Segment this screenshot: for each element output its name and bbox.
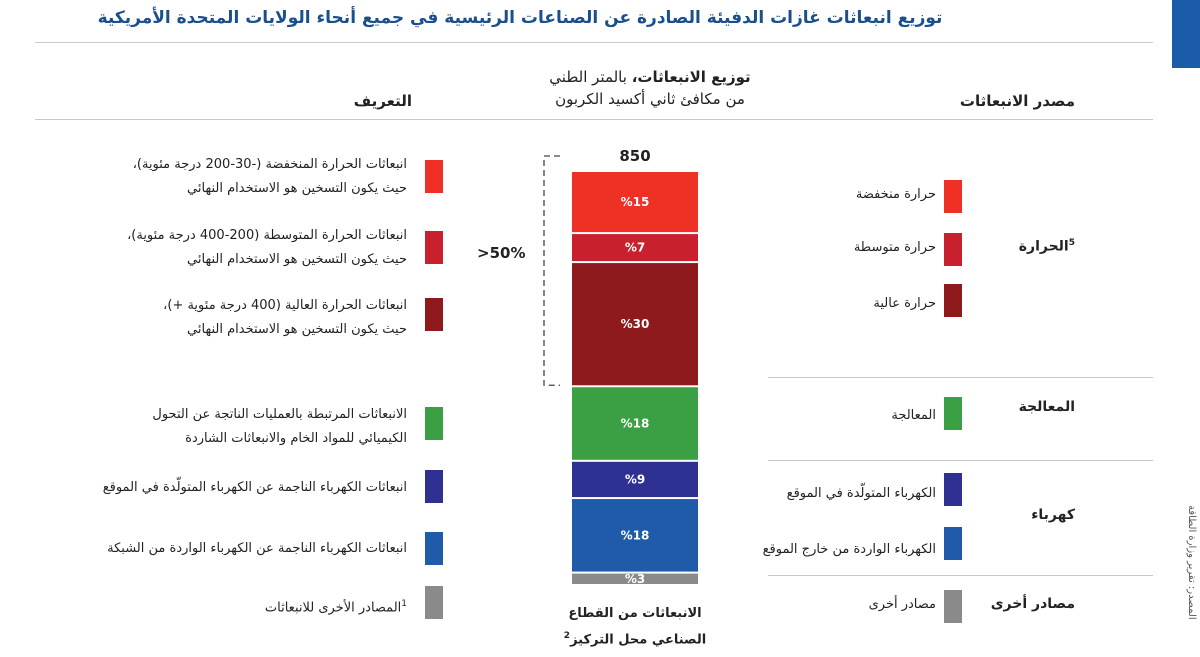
- header-divider: [35, 119, 1153, 120]
- group-divider: [768, 460, 1153, 461]
- chart-title: توزيع انبعاثات غازات الدفيئة الصادرة عن …: [97, 8, 943, 28]
- definition-swatch-high-heat: [425, 298, 443, 331]
- header-distribution: توزيع الانبعاثات، بالمتر الطني من مكافئ …: [500, 66, 800, 110]
- definition-line: انبعاثات الحرارة العالية (400 درجة مئوية…: [163, 298, 407, 313]
- bar-segment-label: %18: [621, 528, 650, 542]
- group-divider: [768, 575, 1153, 576]
- bar-segment-label: %3: [625, 572, 645, 586]
- definition-line: حيث يكون التسخين هو الاستخدام النهائي: [187, 181, 407, 196]
- group-label-heat: 5الحرارة: [1019, 238, 1075, 255]
- source-note: المصدر: تقرير وزارة الطاقة: [1186, 505, 1197, 620]
- definition-other: 1المصادر الأخرى للانبعاثات: [265, 592, 407, 620]
- bar-caption-footnote: 2: [563, 631, 571, 641]
- bar-segment-medium-heat: [572, 234, 698, 262]
- definition-other-text: المصادر الأخرى للانبعاثات: [264, 600, 402, 616]
- bar-segment-onsite-power: [572, 461, 698, 498]
- definition-line: انبعاثات الحرارة المنخفضة (-30-200 درجة …: [132, 157, 407, 172]
- heat-bracket: [543, 155, 560, 386]
- legend-label-other: مصادر أخرى: [868, 597, 936, 612]
- stack-total-label: 850: [619, 147, 651, 165]
- definition-line: انبعاثات الكهرباء الناجمة عن الكهرباء ال…: [107, 541, 407, 556]
- definition-line: حيث يكون التسخين هو الاستخدام النهائي: [187, 252, 407, 267]
- group-label-electricity: كهرباء: [1031, 507, 1075, 523]
- definition-line: الانبعاثات المرتبطة بالعمليات الناتجة عن…: [152, 407, 407, 422]
- group-label-heat-footnote: 5: [1068, 238, 1075, 248]
- definition-high-heat: انبعاثات الحرارة العالية (400 درجة مئوية…: [163, 294, 407, 342]
- legend-label-onsite-power: الكهرباء المتولّدة في الموقع: [786, 486, 936, 501]
- legend-swatch-medium-heat: [944, 233, 962, 266]
- bar-segment-label: %15: [621, 195, 650, 209]
- legend-swatch-grid-power: [944, 527, 962, 560]
- definition-swatch-onsite-power: [425, 470, 443, 503]
- header-distribution-line2: من مكافئ ثاني أكسيد الكربون: [555, 90, 745, 108]
- definition-medium-heat: انبعاثات الحرارة المتوسطة (200-400 درجة …: [127, 224, 407, 272]
- bar-segment-label: %9: [625, 472, 645, 486]
- definition-line: انبعاثات الحرارة المتوسطة (200-400 درجة …: [127, 228, 407, 243]
- legend-swatch-processing: [944, 397, 962, 430]
- bar-segment-processing: [572, 387, 698, 460]
- group-divider: [768, 377, 1153, 378]
- definition-line: حيث يكون التسخين هو الاستخدام النهائي: [187, 322, 407, 337]
- bar-caption-line2: الصناعي محل التركيز: [570, 632, 707, 648]
- bar-segment-other: [572, 573, 698, 584]
- header-distribution-unit: بالمتر الطني: [549, 68, 632, 86]
- bar-segment-label: %18: [621, 417, 650, 431]
- bar-caption-line2-wrap: الصناعي محل التركيز2: [545, 625, 725, 651]
- header-definition: التعريف: [353, 92, 412, 110]
- group-label-heat-text: الحرارة: [1018, 238, 1069, 255]
- bar-segment-high-heat: [572, 263, 698, 386]
- legend-swatch-other: [944, 590, 962, 623]
- group-label-processing: المعالجة: [1018, 399, 1075, 415]
- legend-swatch-onsite-power: [944, 473, 962, 506]
- definition-line: 1المصادر الأخرى للانبعاثات: [265, 592, 407, 620]
- definition-other-footnote: 1: [401, 599, 407, 609]
- section-tab: [1172, 0, 1200, 68]
- definition-line: انبعاثات الكهرباء الناجمة عن الكهرباء ال…: [102, 480, 407, 495]
- bar-caption: الانبعاثات من القطاع الصناعي محل التركيز…: [545, 603, 725, 651]
- definition-swatch-medium-heat: [425, 231, 443, 264]
- legend-label-processing: المعالجة: [891, 408, 936, 423]
- definition-line: الكيميائي للمواد الخام والانبعاثات الشار…: [185, 431, 407, 446]
- definition-swatch-grid-power: [425, 532, 443, 565]
- definition-low-heat: انبعاثات الحرارة المنخفضة (-30-200 درجة …: [133, 153, 407, 201]
- bar-segment-label: %7: [625, 241, 645, 255]
- bar-segment-low-heat: [572, 172, 698, 233]
- legend-swatch-low-heat: [944, 180, 962, 213]
- definition-grid-power: انبعاثات الكهرباء الناجمة عن الكهرباء ال…: [107, 537, 407, 561]
- stacked-bar-chart: %15 %7 %30 %18 %9 %18 %3: [543, 155, 698, 586]
- definition-swatch-low-heat: [425, 160, 443, 193]
- bar-segment-label: %30: [621, 317, 650, 331]
- definition-swatch-processing: [425, 407, 443, 440]
- title-divider: [35, 42, 1153, 43]
- legend-label-high-heat: حرارة عالية: [873, 296, 936, 311]
- definition-processing: الانبعاثات المرتبطة بالعمليات الناتجة عن…: [152, 403, 407, 451]
- legend-label-grid-power: الكهرباء الواردة من خارج الموقع: [762, 542, 936, 557]
- definition-onsite-power: انبعاثات الكهرباء الناجمة عن الكهرباء ال…: [103, 476, 407, 500]
- definition-swatch-other: [425, 586, 443, 619]
- legend-swatch-high-heat: [944, 284, 962, 317]
- header-emission-source: مصدر الانبعاثات: [959, 92, 1075, 110]
- bar-segment-grid-power: [572, 499, 698, 572]
- legend-label-medium-heat: حرارة متوسطة: [853, 240, 936, 255]
- legend-label-low-heat: حرارة منخفضة: [855, 187, 936, 202]
- bar-caption-line1: الانبعاثات من القطاع: [568, 606, 702, 621]
- group-label-other: مصادر أخرى: [990, 596, 1075, 612]
- bracket-label: >50%: [477, 244, 526, 262]
- header-distribution-bold: توزيع الانبعاثات،: [631, 68, 751, 86]
